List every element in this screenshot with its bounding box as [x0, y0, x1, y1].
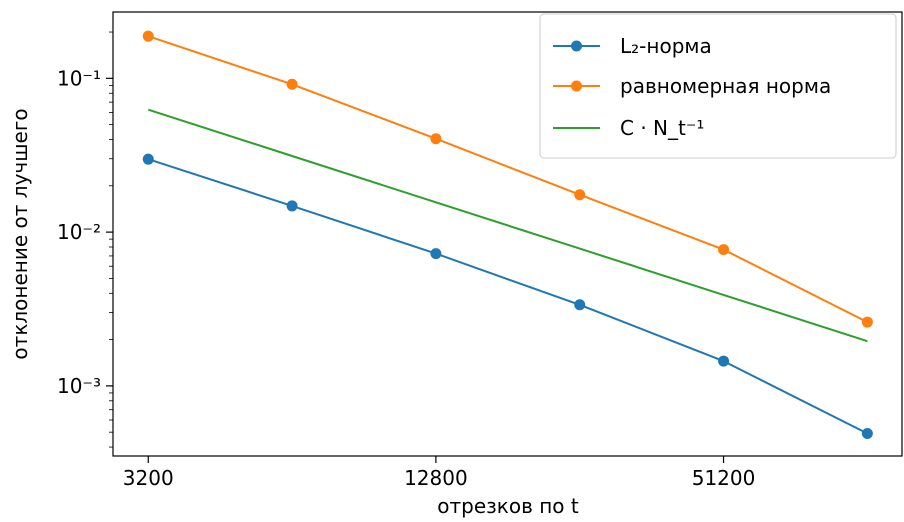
legend-label: C · N_t⁻¹ — [620, 116, 704, 140]
y-tick-label: 10⁻¹ — [57, 66, 101, 90]
series-1-point — [861, 428, 873, 440]
x-tick-label: 3200 — [123, 466, 174, 490]
x-tick-label: 12800 — [404, 466, 468, 490]
series-line-3 — [147, 108, 868, 343]
series-line-1 — [147, 158, 868, 435]
legend: L₂-норма равномерная норма C · N_t⁻¹ — [539, 13, 897, 159]
series-2-point — [286, 78, 298, 90]
series-1-point — [286, 200, 298, 212]
series-2-point — [142, 30, 154, 42]
series-2-point — [430, 133, 442, 145]
y-tick-label: 10⁻² — [57, 220, 101, 244]
legend-label: равномерная норма — [620, 74, 831, 98]
series-1-point — [142, 153, 154, 165]
x-axis-label: отрезков по t — [437, 494, 579, 518]
legend-swatch-marker — [571, 40, 582, 52]
series-2-point — [861, 316, 873, 328]
x-tick-label: 51200 — [692, 466, 756, 490]
series-1-point — [574, 299, 586, 311]
y-axis-label: отклонение от лучшего — [8, 108, 32, 359]
legend-label: L₂-норма — [620, 34, 712, 58]
series-1-point — [718, 355, 730, 367]
series-2-point — [718, 244, 730, 256]
series-line-2 — [147, 35, 868, 323]
legend-swatch-marker — [571, 80, 582, 92]
series-1-point — [430, 248, 442, 260]
y-tick-label: 10⁻³ — [57, 374, 101, 398]
series-2-point — [574, 189, 586, 201]
legend-box — [539, 13, 897, 159]
